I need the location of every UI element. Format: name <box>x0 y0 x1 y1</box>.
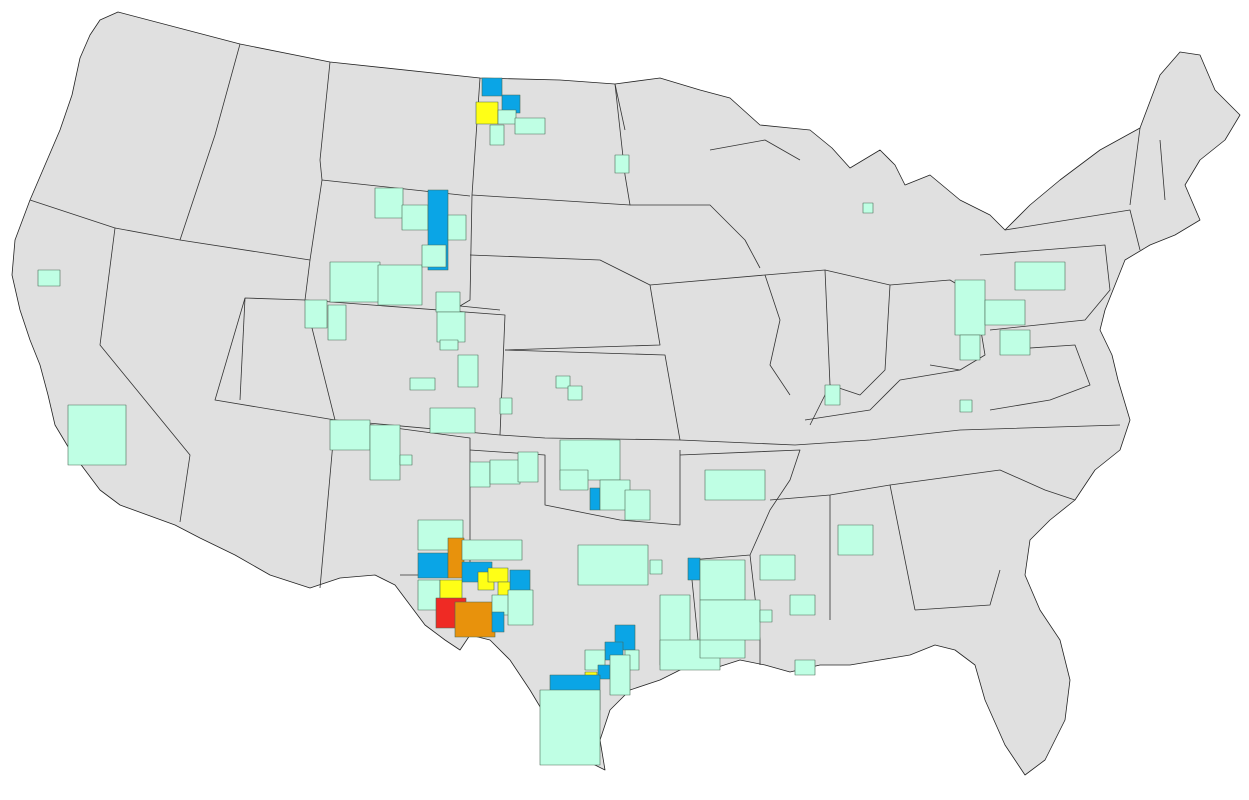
county-level-1 <box>374 187 404 219</box>
county-level-1 <box>699 559 746 601</box>
county-level-1 <box>499 397 513 415</box>
county-level-1 <box>489 124 505 146</box>
county-level-1 <box>559 469 589 491</box>
county-level-1 <box>577 544 649 586</box>
county-level-1 <box>704 469 766 501</box>
county-level-1 <box>67 404 127 466</box>
us-outline <box>11 11 1241 776</box>
county-level-1 <box>539 689 601 766</box>
county-level-1 <box>624 489 651 521</box>
county-level-2 <box>491 611 505 633</box>
county-level-1 <box>567 385 583 401</box>
county-level-1 <box>421 244 447 268</box>
county-level-1 <box>609 654 631 696</box>
county-level-1 <box>507 589 534 626</box>
county-level-1 <box>649 559 663 575</box>
county-level-1 <box>327 304 347 341</box>
county-level-1 <box>555 375 571 389</box>
county-level-1 <box>959 399 973 413</box>
county-level-1 <box>759 609 773 623</box>
county-level-3 <box>475 101 499 125</box>
county-level-1 <box>329 261 381 303</box>
county-level-1 <box>439 339 459 351</box>
county-level-1 <box>457 354 479 388</box>
highlighted-counties <box>37 77 1066 766</box>
county-level-3 <box>439 579 463 601</box>
county-level-4 <box>447 537 465 579</box>
county-level-1 <box>789 594 816 616</box>
county-level-4 <box>454 601 496 638</box>
county-level-1 <box>959 334 981 361</box>
county-level-1 <box>999 329 1031 356</box>
county-level-1 <box>435 291 461 313</box>
county-level-1 <box>399 454 413 466</box>
county-level-1 <box>401 204 429 231</box>
county-level-1 <box>409 377 436 391</box>
county-level-1 <box>461 539 523 561</box>
county-level-1 <box>514 117 546 135</box>
county-level-1 <box>304 299 328 329</box>
county-level-1 <box>759 554 796 581</box>
county-level-1 <box>489 459 521 485</box>
county-level-1 <box>699 599 761 641</box>
county-level-1 <box>1014 261 1066 291</box>
county-level-2 <box>417 552 449 579</box>
county-level-1 <box>447 214 467 241</box>
county-level-1 <box>377 264 423 306</box>
county-level-1 <box>436 311 466 343</box>
county-level-1 <box>794 659 816 676</box>
county-level-2 <box>687 557 701 581</box>
county-level-1 <box>699 637 746 659</box>
county-level-2 <box>589 487 601 511</box>
county-level-2 <box>481 77 503 97</box>
county-level-1 <box>369 424 401 481</box>
county-level-1 <box>329 419 371 451</box>
county-level-1 <box>429 407 476 434</box>
county-level-3 <box>487 567 509 583</box>
county-level-1 <box>497 109 517 125</box>
county-level-2 <box>509 569 531 593</box>
county-level-1 <box>837 524 874 556</box>
county-level-1 <box>824 384 841 406</box>
county-level-1 <box>517 451 539 483</box>
county-level-1 <box>469 461 491 488</box>
county-level-1 <box>614 154 630 174</box>
county-level-1 <box>984 299 1026 326</box>
county-level-1 <box>862 202 874 214</box>
county-level-1 <box>954 279 986 336</box>
county-level-1 <box>37 269 61 287</box>
